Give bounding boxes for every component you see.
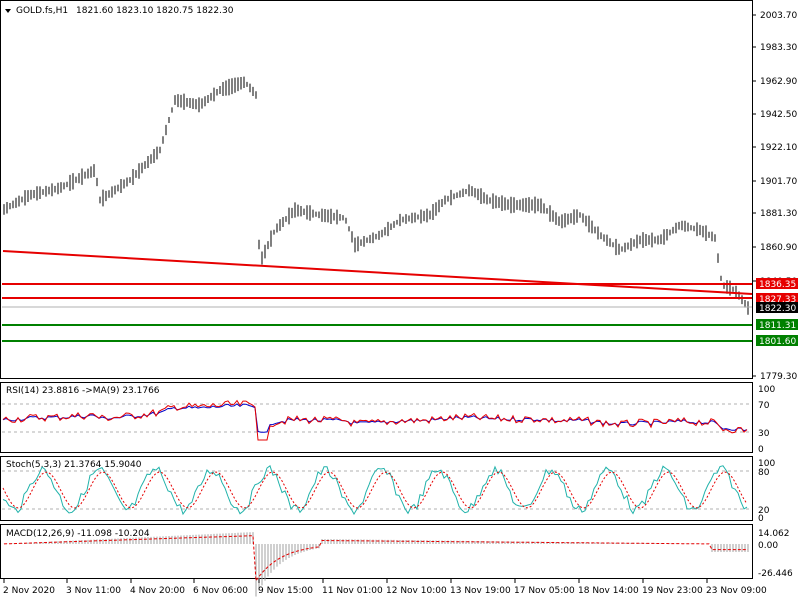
rsi-ma-line — [2, 403, 748, 433]
svg-text:80: 80 — [758, 468, 770, 478]
price-tick-label: 1860.90 — [760, 243, 797, 253]
time-tick-label: 6 Nov 06:00 — [193, 586, 248, 596]
svg-text:100: 100 — [758, 385, 775, 395]
time-axis: 2 Nov 2020 3 Nov 11:00 4 Nov 20:00 6 Nov 06… — [3, 579, 767, 596]
stoch-panel-frame — [0, 456, 753, 521]
time-tick-label: 19 Nov 23:00 — [642, 586, 703, 596]
svg-text:20: 20 — [758, 506, 770, 516]
svg-text:1836.35: 1836.35 — [759, 280, 796, 290]
price-bars — [3, 76, 749, 315]
svg-text:-26.446: -26.446 — [758, 569, 793, 579]
rsi-ma-label: ->MA(9) 23.1766 — [82, 386, 160, 396]
time-tick-label: 4 Nov 20:00 — [130, 586, 185, 596]
macd-panel-frame — [0, 524, 753, 579]
price-tick-label: 2003.70 — [760, 11, 797, 21]
dropdown-triangle-icon[interactable] — [5, 9, 11, 13]
rsi-panel-frame — [0, 382, 753, 453]
svg-text:1827.33: 1827.33 — [759, 295, 796, 305]
time-tick-label: 2 Nov 2020 — [3, 586, 55, 596]
time-tick-label: 23 Nov 09:00 — [706, 586, 767, 596]
svg-text:0: 0 — [758, 514, 764, 524]
time-tick-label: 13 Nov 19:00 — [450, 586, 511, 596]
time-tick-label: 9 Nov 15:00 — [258, 586, 313, 596]
svg-text:70: 70 — [758, 401, 770, 411]
svg-text:14.062: 14.062 — [758, 529, 790, 539]
price-tick-label: 1942.50 — [760, 110, 797, 120]
svg-text:0.00: 0.00 — [758, 541, 778, 551]
line-label-1: 1836.35 — [756, 278, 798, 290]
time-tick-label: 17 Nov 05:00 — [514, 586, 575, 596]
price-axis: 2003.70 1983.30 1962.90 1942.50 1922.10 1901.… — [752, 11, 797, 382]
price-tick-label: 1983.30 — [760, 43, 797, 53]
macd-axis: 14.062 0.00 -26.446 — [758, 529, 793, 579]
svg-text:30: 30 — [758, 429, 770, 439]
trendline[interactable] — [2, 250, 753, 295]
price-tick-label: 1881.30 — [760, 209, 797, 219]
stoch-signal-line — [2, 471, 748, 509]
ohlc-values: 1821.60 1823.10 1820.75 1822.30 — [76, 6, 234, 16]
time-tick-label: 12 Nov 10:00 — [386, 586, 447, 596]
rsi-axis: 100 70 30 0 — [758, 385, 775, 455]
svg-text:0: 0 — [758, 445, 764, 455]
stoch-label: Stoch(5,3,3) 21.3764 15.9040 — [6, 460, 142, 470]
svg-text:1822.30: 1822.30 — [759, 304, 796, 314]
symbol-label: GOLD.fs,H1 — [16, 6, 68, 16]
line-label-4: 1801.60 — [756, 335, 798, 347]
price-tick-label: 1962.90 — [760, 77, 797, 87]
svg-text:1801.60: 1801.60 — [759, 337, 796, 347]
price-tick-label: 1922.10 — [760, 143, 797, 153]
price-tick-label: 1779.30 — [760, 372, 797, 382]
svg-text:100: 100 — [758, 459, 775, 469]
line-label-3: 1811.31 — [756, 319, 798, 331]
rsi-label: RSI(14) 23.8816 — [6, 386, 79, 396]
macd-signal-line — [3, 535, 748, 583]
time-tick-label: 3 Nov 11:00 — [66, 586, 121, 596]
price-tick-label: 1901.70 — [760, 177, 797, 187]
stoch-axis: 100 80 20 0 — [758, 459, 775, 524]
line-label-2: 1827.33 — [756, 293, 798, 305]
time-tick-label: 11 Nov 01:00 — [322, 586, 383, 596]
stoch-main-line — [2, 464, 748, 516]
main-panel-frame — [0, 0, 753, 379]
current-price-label: 1822.30 — [756, 302, 798, 314]
svg-text:1811.31: 1811.31 — [759, 321, 796, 331]
macd-label: MACD(12,26,9) -11.098 -10.204 — [6, 529, 150, 539]
rsi-line — [2, 399, 748, 441]
time-tick-label: 18 Nov 14:00 — [578, 586, 639, 596]
